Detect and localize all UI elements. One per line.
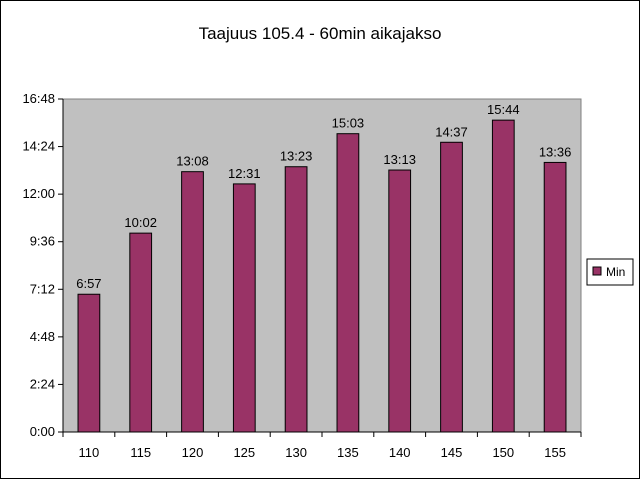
bar-155 [543, 161, 567, 433]
x-axis: 110 115 120 125 130 135 140 145 150 155 [62, 431, 582, 460]
bar-140 [388, 169, 412, 433]
bar-150 [491, 119, 515, 433]
x-tick-label: 120 [182, 445, 204, 460]
y-tick-label: 4:48 [30, 329, 55, 344]
legend: Min [586, 258, 634, 286]
chart-title: Taajuus 105.4 - 60min aikajakso [199, 24, 442, 43]
data-label-150: 15:44 [487, 102, 520, 117]
x-tick-label: 150 [492, 445, 514, 460]
x-tick-label: 155 [544, 445, 566, 460]
data-labels-layer: 6:57 10:02 13:08 12:31 13:23 15:03 13:13 14:37 1… [76, 102, 571, 291]
bars-layer [77, 119, 567, 433]
bar-135 [336, 133, 360, 433]
data-label-140: 13:13 [383, 152, 416, 167]
y-tick-label: 0:00 [30, 424, 55, 439]
x-tick-label: 115 [130, 445, 151, 460]
bar-130 [284, 166, 308, 433]
data-label-130: 13:23 [280, 149, 313, 164]
x-tick-label: 140 [389, 445, 411, 460]
x-tick-label: 135 [337, 445, 359, 460]
data-label-115: 10:02 [124, 215, 157, 230]
bar-110 [77, 293, 101, 433]
y-tick-label: 2:24 [30, 376, 55, 391]
bar-115 [129, 232, 153, 433]
data-label-125: 12:31 [228, 166, 261, 181]
y-tick-label: 16:48 [22, 91, 55, 106]
data-label-120: 13:08 [176, 154, 209, 169]
data-label-145: 14:37 [435, 124, 468, 139]
bar-125 [232, 183, 256, 433]
data-label-110: 6:57 [76, 276, 101, 291]
x-tick-label: 130 [285, 445, 307, 460]
data-label-135: 15:03 [332, 116, 365, 131]
y-tick-label: 7:12 [30, 281, 55, 296]
y-axis: 0:00 2:24 4:48 7:12 9:36 12:00 14:24 16:48 [22, 91, 64, 439]
y-tick-label: 12:00 [22, 186, 55, 201]
x-tick-label: 145 [441, 445, 463, 460]
x-tick-label: 110 [79, 445, 100, 460]
legend-swatch-min [592, 266, 602, 276]
y-tick-label: 9:36 [30, 234, 55, 249]
bar-145 [440, 141, 463, 433]
x-tick-label: 125 [233, 445, 255, 460]
legend-label-min: Min [606, 265, 625, 279]
bar-120 [181, 171, 204, 433]
data-label-155: 13:36 [539, 144, 572, 159]
y-tick-label: 14:24 [22, 139, 55, 154]
